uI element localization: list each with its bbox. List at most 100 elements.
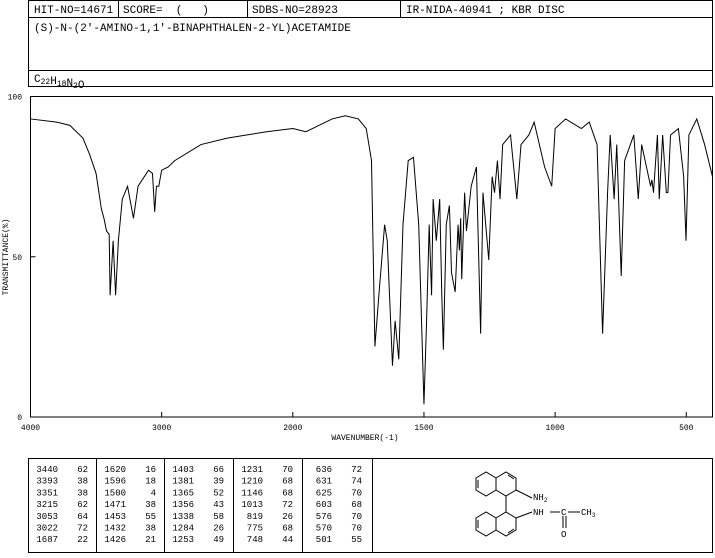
peak-transmittance: 38 [145, 524, 156, 534]
x-axis-label: WAVENUMBER(-1) [331, 434, 398, 443]
peak-transmittance: 55 [145, 512, 156, 522]
c-label: C [561, 508, 567, 518]
formula-element: O [78, 80, 85, 92]
peak-transmittance: 26 [213, 524, 224, 534]
peak-wavenumber: 625 [316, 488, 332, 498]
peak-transmittance: 66 [213, 465, 224, 475]
peak-wavenumber: 1453 [104, 512, 126, 522]
peak-wavenumber: 1471 [104, 500, 126, 510]
peak-wavenumber: 748 [247, 535, 263, 545]
peak-wavenumber: 1013 [241, 500, 263, 510]
peak-wavenumber: 1500 [104, 488, 126, 498]
sdbs-no: SDBS-NO=28923 [252, 5, 338, 17]
ch3-label: CH3 [581, 508, 596, 519]
peak-wavenumber: 1403 [172, 465, 194, 475]
hit-no: HIT-NO=14671 [34, 5, 114, 17]
formula: C22H18N2O [34, 74, 85, 92]
peak-wavenumber: 1596 [104, 477, 126, 487]
peak-transmittance: 72 [282, 500, 293, 510]
peak-wavenumber: 1687 [36, 535, 58, 545]
peak-transmittance: 38 [77, 477, 88, 487]
nh-label: NH [533, 508, 544, 518]
peak-transmittance: 16 [145, 465, 156, 475]
peak-wavenumber: 1426 [104, 535, 126, 545]
x-tick-label: 500 [679, 424, 694, 433]
peak-transmittance: 49 [213, 535, 224, 545]
peak-transmittance: 70 [351, 488, 362, 498]
x-tick-label: 3000 [152, 424, 171, 433]
peak-transmittance: 68 [282, 524, 293, 534]
header-frame [28, 0, 713, 87]
peak-wavenumber: 1284 [172, 524, 194, 534]
ir-no: IR-NIDA-40941 ; KBR DISC [406, 5, 565, 17]
peak-transmittance: 26 [282, 512, 293, 522]
peak-transmittance: 52 [213, 488, 224, 498]
peak-wavenumber: 1210 [241, 477, 263, 487]
peak-transmittance: 18 [145, 477, 156, 487]
peak-transmittance: 72 [77, 524, 88, 534]
peak-transmittance: 38 [77, 488, 88, 498]
y-tick-label: 100 [8, 94, 23, 103]
peak-transmittance: 55 [351, 535, 362, 545]
y-tick-label: 50 [12, 254, 22, 263]
peak-transmittance: 68 [351, 500, 362, 510]
peak-wavenumber: 3351 [36, 488, 58, 498]
score: SCORE= ( ) [123, 5, 209, 17]
peak-transmittance: 62 [77, 500, 88, 510]
peak-transmittance: 64 [77, 512, 88, 522]
peak-wavenumber: 1432 [104, 524, 126, 534]
peak-transmittance: 44 [282, 535, 293, 545]
x-tick-label: 2000 [283, 424, 302, 433]
formula-count: 2 [73, 82, 78, 91]
table-frame [28, 458, 713, 553]
x-tick-label: 1500 [414, 424, 433, 433]
formula-element: C [34, 74, 41, 86]
peak-wavenumber: 1253 [172, 535, 194, 545]
peak-wavenumber: 570 [316, 524, 332, 534]
peak-transmittance: 58 [213, 512, 224, 522]
formula-count: 18 [57, 80, 67, 89]
peak-wavenumber: 1620 [104, 465, 126, 475]
x-tick-label: 4000 [21, 424, 40, 433]
peak-transmittance: 72 [351, 465, 362, 475]
peak-wavenumber: 1381 [172, 477, 194, 487]
peak-wavenumber: 1338 [172, 512, 194, 522]
peak-transmittance: 4 [151, 488, 156, 498]
peak-transmittance: 43 [213, 500, 224, 510]
peak-transmittance: 39 [213, 477, 224, 487]
peak-transmittance: 21 [145, 535, 156, 545]
peak-wavenumber: 3440 [36, 465, 58, 475]
spectrum-line [30, 115, 713, 405]
peak-transmittance: 74 [351, 477, 362, 487]
y-tick-label: 0 [17, 414, 22, 423]
peak-wavenumber: 3022 [36, 524, 58, 534]
peak-transmittance: 70 [351, 524, 362, 534]
formula-element: H [50, 76, 57, 88]
peak-wavenumber: 576 [316, 512, 332, 522]
peak-wavenumber: 603 [316, 500, 332, 510]
peak-wavenumber: 775 [247, 524, 263, 534]
peak-wavenumber: 1146 [241, 488, 263, 498]
peak-wavenumber: 631 [316, 477, 332, 487]
peak-wavenumber: 1356 [172, 500, 194, 510]
peak-wavenumber: 819 [247, 512, 263, 522]
x-tick-label: 1000 [546, 424, 565, 433]
nh2-label: NH2 [533, 493, 548, 504]
peak-wavenumber: 3215 [36, 500, 58, 510]
peak-wavenumber: 3393 [36, 477, 58, 487]
compound-name: (S)-N-(2'-AMINO-1,1'-BINAPHTHALEN-2-YL)A… [34, 23, 351, 35]
peak-transmittance: 38 [145, 500, 156, 510]
formula-count: 22 [41, 78, 51, 87]
y-axis-label: TRANSMITTANCE(%) [2, 219, 11, 296]
peak-wavenumber: 501 [316, 535, 332, 545]
peak-transmittance: 22 [77, 535, 88, 545]
peak-wavenumber: 3053 [36, 512, 58, 522]
formula-element: N [66, 78, 73, 90]
o-label: O [561, 530, 566, 540]
structure-drawing [475, 471, 580, 537]
peak-wavenumber: 636 [316, 465, 332, 475]
peak-wavenumber: 1231 [241, 465, 263, 475]
peak-transmittance: 68 [282, 477, 293, 487]
peak-transmittance: 62 [77, 465, 88, 475]
